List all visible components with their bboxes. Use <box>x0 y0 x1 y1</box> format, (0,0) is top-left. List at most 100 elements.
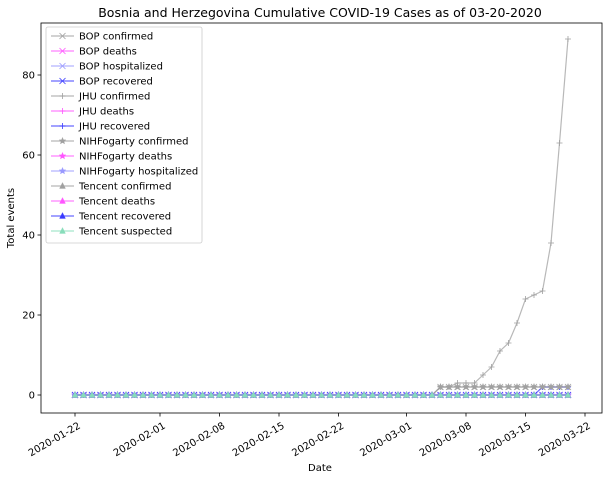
data-point <box>564 391 572 398</box>
data-point <box>343 391 351 398</box>
x-tick-label: 2020-01-22 <box>27 421 83 460</box>
data-point <box>165 391 172 398</box>
legend-label: NIHFogarty confirmed <box>79 137 189 148</box>
data-point <box>487 383 496 391</box>
x-tick-label: 2020-02-22 <box>290 421 346 460</box>
data-point <box>556 140 563 146</box>
data-point <box>488 364 495 370</box>
data-point <box>522 391 529 398</box>
data-point <box>539 288 546 294</box>
data-point <box>216 391 223 398</box>
data-point <box>547 383 555 391</box>
legend-item: Tencent deaths <box>51 197 155 208</box>
data-point <box>284 391 291 398</box>
legend-label: Tencent suspected <box>78 227 172 238</box>
data-point <box>505 391 512 398</box>
x-axis-label: Date <box>308 463 332 474</box>
data-point <box>122 391 130 398</box>
legend-marker <box>59 108 66 114</box>
legend-marker <box>58 167 67 175</box>
legend-marker <box>59 227 66 234</box>
legend-label: NIHFogarty hospitalized <box>79 167 198 178</box>
legend-label: Tencent recovered <box>78 212 171 223</box>
data-point <box>514 320 520 326</box>
legend-marker <box>59 123 66 129</box>
plot-series <box>71 36 572 399</box>
data-point <box>565 36 571 42</box>
data-point <box>360 391 368 398</box>
data-point <box>403 391 410 398</box>
legend-item: JHU confirmed <box>51 92 150 103</box>
data-point <box>530 383 538 391</box>
plot-frame <box>40 22 603 414</box>
data-point <box>224 391 232 398</box>
x-tick-label: 2020-03-15 <box>477 421 533 460</box>
legend-marker <box>59 212 66 219</box>
x-tick-label: 2020-03-01 <box>358 421 414 460</box>
x-tick-label: 2020-03-22 <box>537 421 593 460</box>
legend-item: Tencent confirmed <box>51 182 171 193</box>
data-point <box>233 391 240 398</box>
legend-item: NIHFogarty hospitalized <box>51 167 198 178</box>
data-point <box>420 391 427 398</box>
data-point <box>139 391 147 398</box>
data-point <box>318 391 325 398</box>
data-point <box>445 391 453 398</box>
legend-label: NIHFogarty deaths <box>79 152 172 163</box>
data-point <box>521 383 530 391</box>
x-tick-label: 2020-02-15 <box>231 421 287 460</box>
chart-title: Bosnia and Herzegovina Cumulative COVID-… <box>98 5 542 20</box>
x-tick-label: 2020-02-01 <box>112 421 168 460</box>
legend-label: JHU deaths <box>78 107 134 118</box>
data-point <box>428 391 436 398</box>
legend-item: Tencent recovered <box>51 212 171 223</box>
data-point <box>538 383 547 391</box>
data-point <box>207 391 215 398</box>
legend: BOP confirmed BOP deaths BOP hospitalized B… <box>45 26 203 244</box>
legend-marker <box>59 47 66 55</box>
data-point <box>71 391 79 398</box>
legend-marker <box>59 93 66 99</box>
data-point <box>471 391 478 398</box>
data-point <box>88 391 96 398</box>
data-point <box>479 383 487 391</box>
data-point <box>301 391 308 398</box>
legend-label: JHU confirmed <box>78 92 150 103</box>
data-point <box>275 391 283 398</box>
data-point <box>326 391 334 398</box>
data-point <box>97 391 104 398</box>
x-tick-label: 2020-03-08 <box>418 421 474 460</box>
legend-item: JHU deaths <box>51 107 134 118</box>
data-point <box>530 391 538 398</box>
legend-item: Tencent suspected <box>51 227 172 238</box>
y-tick-label: 40 <box>22 231 35 242</box>
data-point <box>505 340 512 346</box>
data-point <box>114 391 121 398</box>
data-point <box>497 348 503 354</box>
data-point <box>445 383 453 391</box>
data-point <box>394 391 402 398</box>
data-point <box>411 391 419 398</box>
legend-label: BOP deaths <box>79 47 137 58</box>
x-axis-ticks: 2020-01-22 2020-02-01 2020-02-08 2020-02-15… <box>27 413 593 459</box>
data-point <box>564 383 572 391</box>
data-point <box>496 391 504 398</box>
legend-item: BOP recovered <box>51 77 153 88</box>
data-point <box>496 383 504 391</box>
data-point <box>522 296 529 302</box>
data-point <box>258 391 266 398</box>
data-point <box>531 292 537 298</box>
data-point <box>352 391 359 398</box>
data-point <box>462 383 470 391</box>
y-tick-label: 20 <box>22 311 35 322</box>
legend-marker <box>59 62 66 70</box>
legend-label: BOP confirmed <box>79 32 153 43</box>
data-point <box>386 391 393 398</box>
data-point <box>539 391 546 398</box>
x-tick-label: 2020-02-08 <box>171 421 227 460</box>
data-point <box>437 391 444 398</box>
legend-item: JHU recovered <box>51 122 150 133</box>
data-point <box>454 391 461 398</box>
legend-item: BOP hospitalized <box>51 62 163 73</box>
